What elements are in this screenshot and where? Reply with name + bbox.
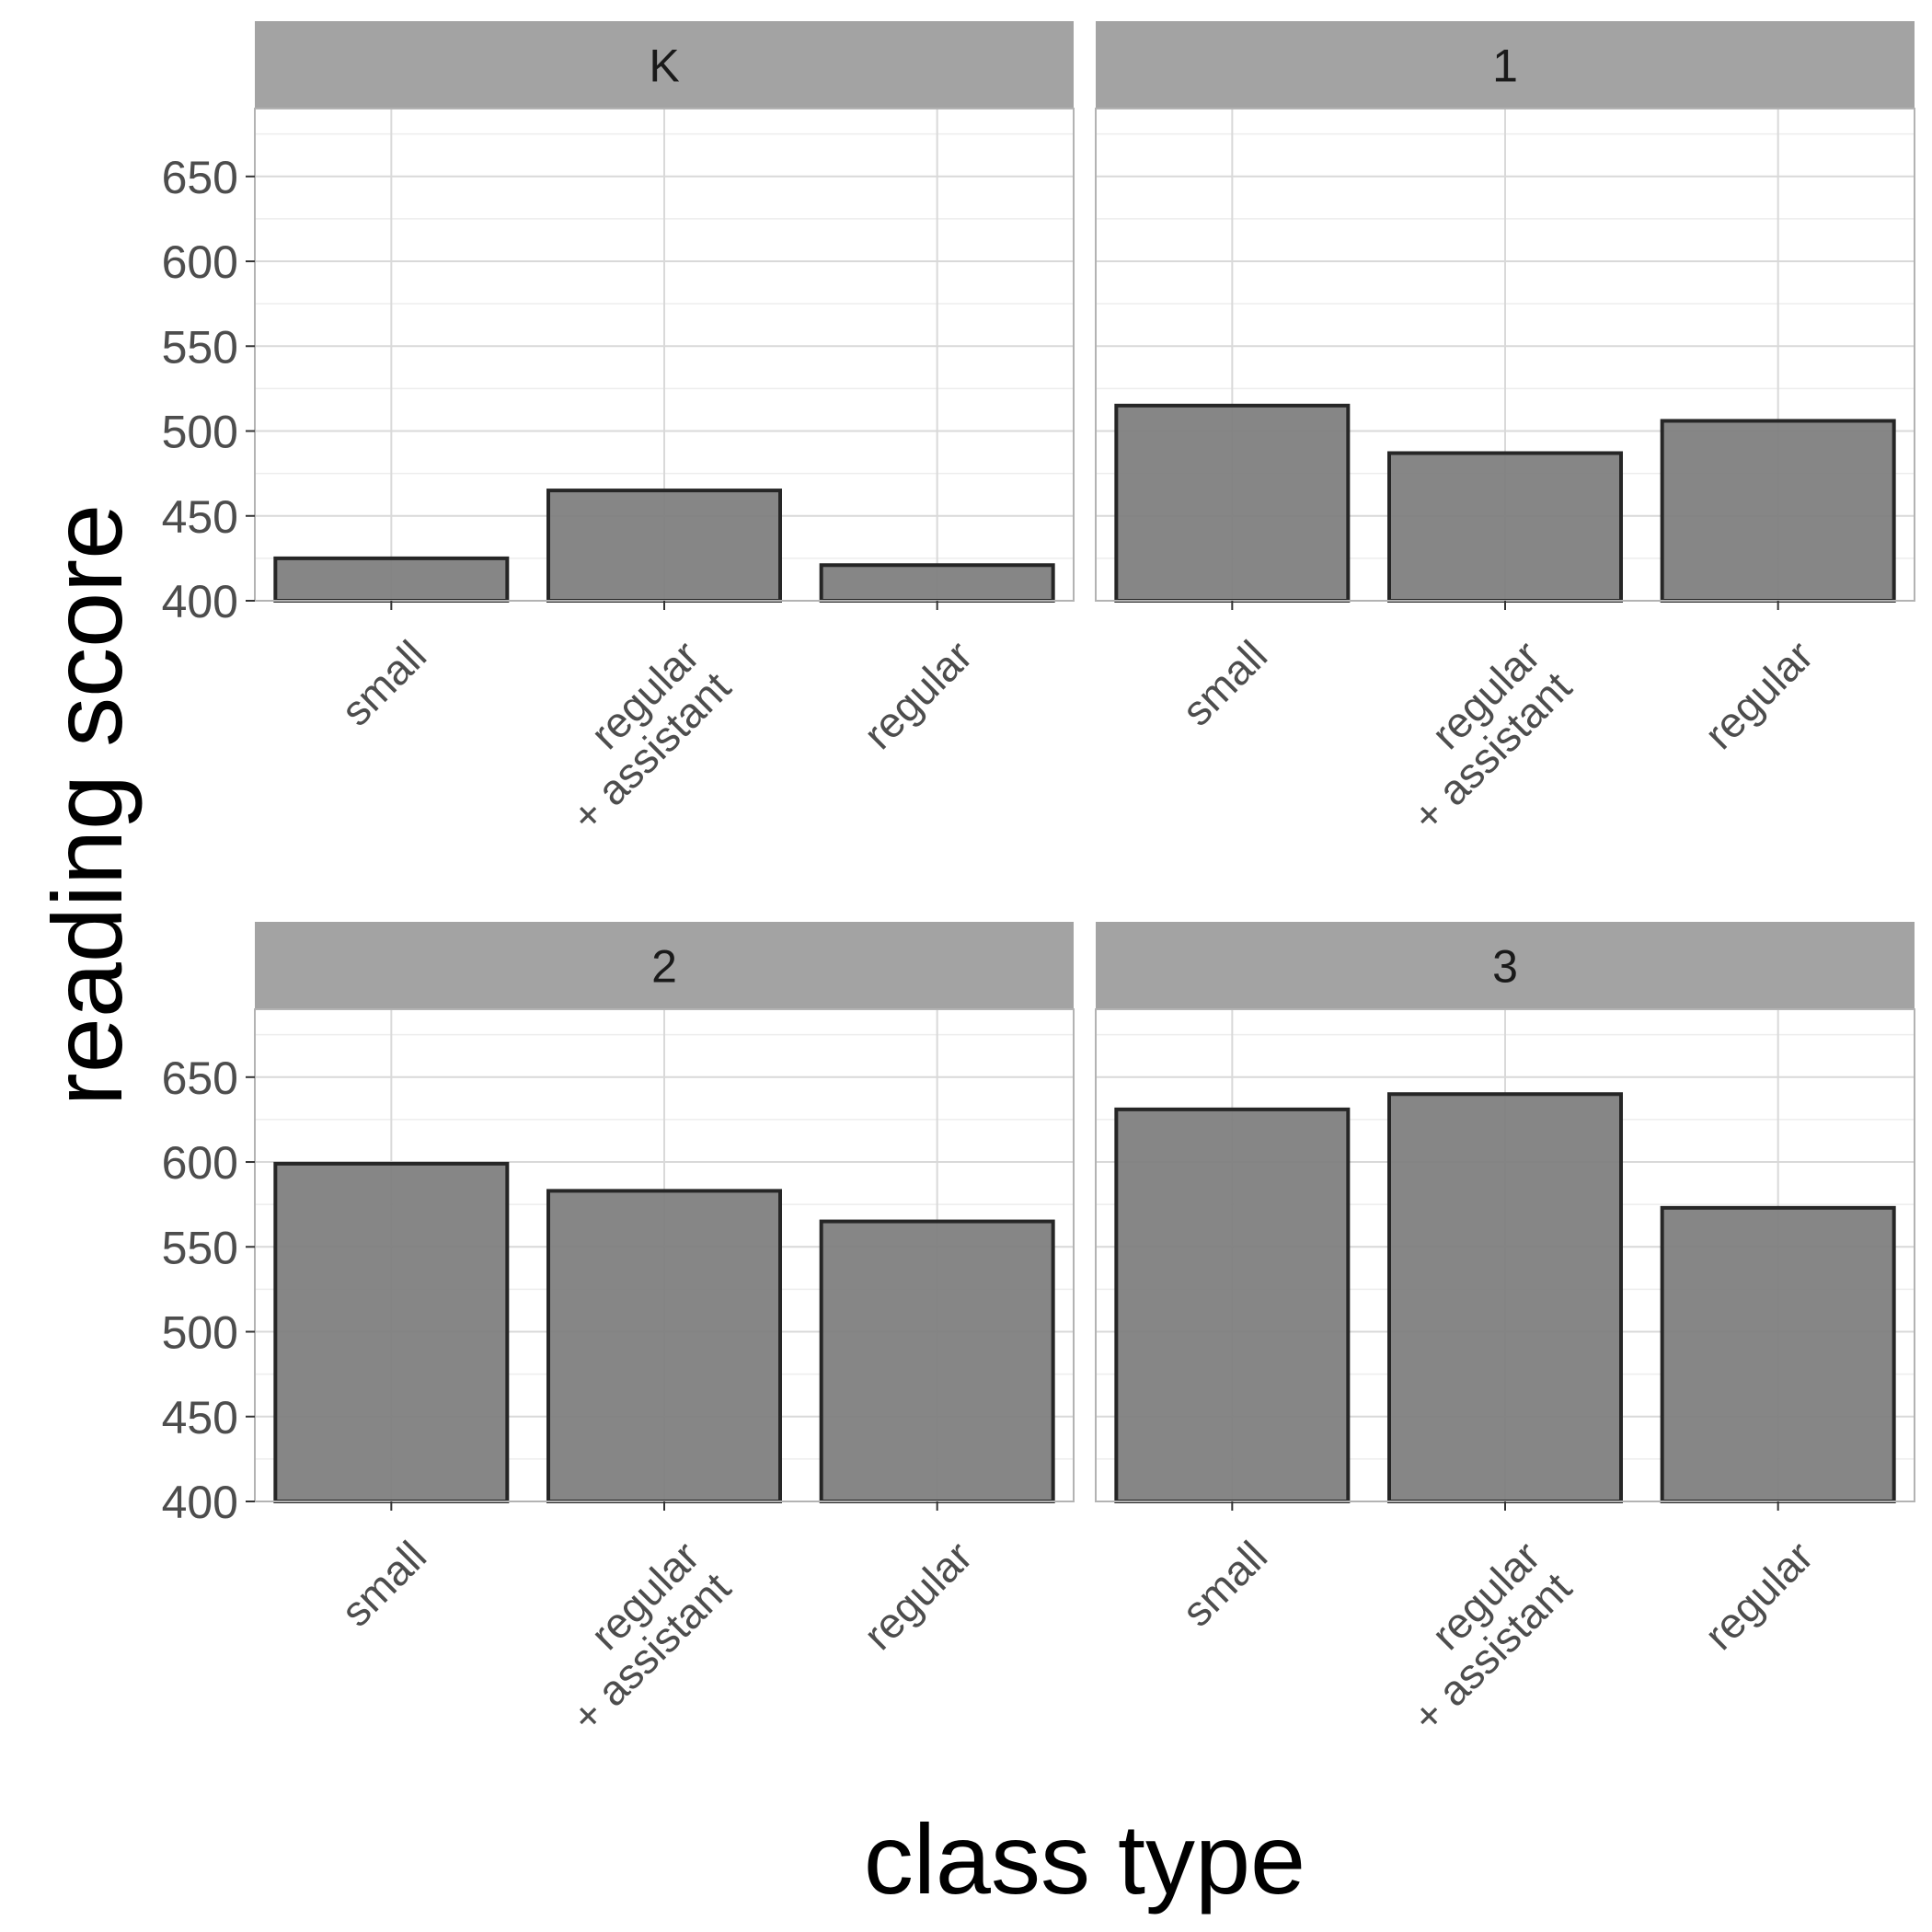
- panel-3: 3 small regular+ assistant regular: [1095, 922, 1915, 1741]
- bar: [546, 1189, 782, 1504]
- bar: [546, 489, 782, 603]
- panel-strip: [1096, 922, 1915, 1009]
- panel-strip: [1096, 21, 1915, 109]
- x-tick-label: regular: [1695, 1532, 1822, 1659]
- bar: [819, 563, 1055, 603]
- y-tick-label: 600: [162, 1137, 238, 1189]
- panel-strip-label: K: [649, 40, 679, 92]
- y-tick-label: 550: [162, 321, 238, 373]
- panel-strip: [255, 21, 1074, 109]
- bar: [1387, 1092, 1623, 1503]
- y-tick-label: 650: [162, 152, 238, 203]
- y-tick-label: 550: [162, 1222, 238, 1273]
- x-tick-label: regular: [854, 1532, 981, 1659]
- x-axis-title: class type: [864, 1803, 1305, 1915]
- bar: [1387, 451, 1623, 603]
- x-tick-label: small: [332, 1532, 436, 1636]
- y-tick-label: 450: [162, 1392, 238, 1443]
- y-tick-label: 450: [162, 491, 238, 543]
- bar: [1660, 419, 1896, 603]
- y-tick-label: 650: [162, 1052, 238, 1104]
- x-tick-label: small: [1173, 631, 1277, 735]
- y-tick-label: 400: [162, 1477, 238, 1528]
- x-tick-label: regular: [1695, 631, 1822, 758]
- bar: [819, 1219, 1055, 1503]
- panel-strip-label: 1: [1492, 40, 1518, 92]
- y-tick-label: 600: [162, 236, 238, 288]
- y-tick-label: 500: [162, 1307, 238, 1359]
- x-tick-label: regular: [854, 631, 981, 758]
- bar: [1660, 1205, 1896, 1504]
- bar: [1114, 1107, 1351, 1504]
- panel-strip-label: 3: [1492, 941, 1518, 993]
- panel-strip: [255, 922, 1074, 1009]
- bar: [273, 1161, 510, 1503]
- x-tick-label: small: [332, 631, 436, 735]
- bar: [273, 556, 510, 604]
- panel-K: K 400 450 500 550 600 650 small regular+ assista…: [162, 21, 1075, 840]
- x-tick-label: regular+ assistant: [531, 631, 740, 840]
- panel-2: 2 400 450 500 550 600 650 small regular+ assista…: [162, 922, 1075, 1741]
- y-tick-label: 400: [162, 576, 238, 627]
- y-axis-title: reading score: [31, 504, 143, 1106]
- panel-1: 1 small regular+ assistant regular: [1095, 21, 1915, 840]
- x-tick-label: regular+ assistant: [531, 1532, 740, 1741]
- y-tick-label: 500: [162, 407, 238, 458]
- panels: K 400 450 500 550 600 650 small regular+ assista…: [162, 21, 1915, 1741]
- panel-strip-label: 2: [651, 941, 677, 993]
- bar: [1114, 403, 1351, 603]
- x-tick-label: regular+ assistant: [1372, 1532, 1581, 1741]
- x-tick-label: small: [1173, 1532, 1277, 1636]
- x-tick-label: regular+ assistant: [1372, 631, 1581, 840]
